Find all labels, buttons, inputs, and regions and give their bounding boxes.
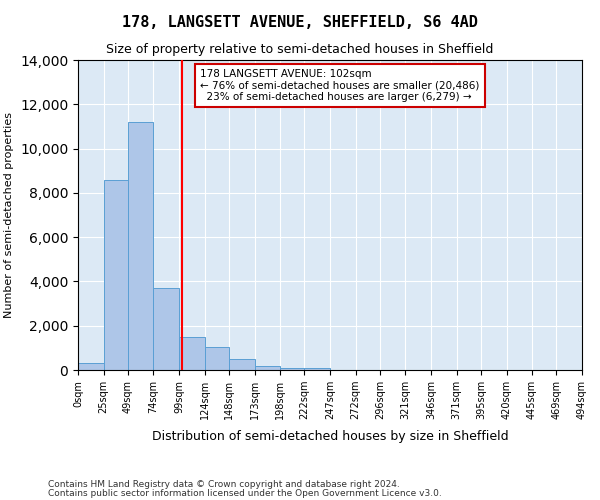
Text: Contains HM Land Registry data © Crown copyright and database right 2024.: Contains HM Land Registry data © Crown c… (48, 480, 400, 489)
Bar (104, 180, 128, 370)
Text: Size of property relative to semi-detached houses in Sheffield: Size of property relative to semi-detach… (106, 42, 494, 56)
Bar (128, 122, 154, 370)
Bar (254, 366, 280, 370)
Text: 178 LANGSETT AVENUE: 102sqm
← 76% of semi-detached houses are smaller (20,486)
 : 178 LANGSETT AVENUE: 102sqm ← 76% of sem… (200, 69, 480, 102)
Bar (304, 368, 330, 370)
Y-axis label: Number of semi-detached properties: Number of semi-detached properties (4, 112, 14, 318)
Bar (205, 347, 229, 370)
Bar (154, 288, 179, 370)
Bar (229, 359, 254, 370)
Bar (280, 368, 304, 370)
Bar (179, 337, 205, 370)
Bar (78, 364, 104, 370)
X-axis label: Distribution of semi-detached houses by size in Sheffield: Distribution of semi-detached houses by … (152, 430, 508, 444)
Text: 178, LANGSETT AVENUE, SHEFFIELD, S6 4AD: 178, LANGSETT AVENUE, SHEFFIELD, S6 4AD (122, 15, 478, 30)
Text: Contains public sector information licensed under the Open Government Licence v3: Contains public sector information licen… (48, 488, 442, 498)
